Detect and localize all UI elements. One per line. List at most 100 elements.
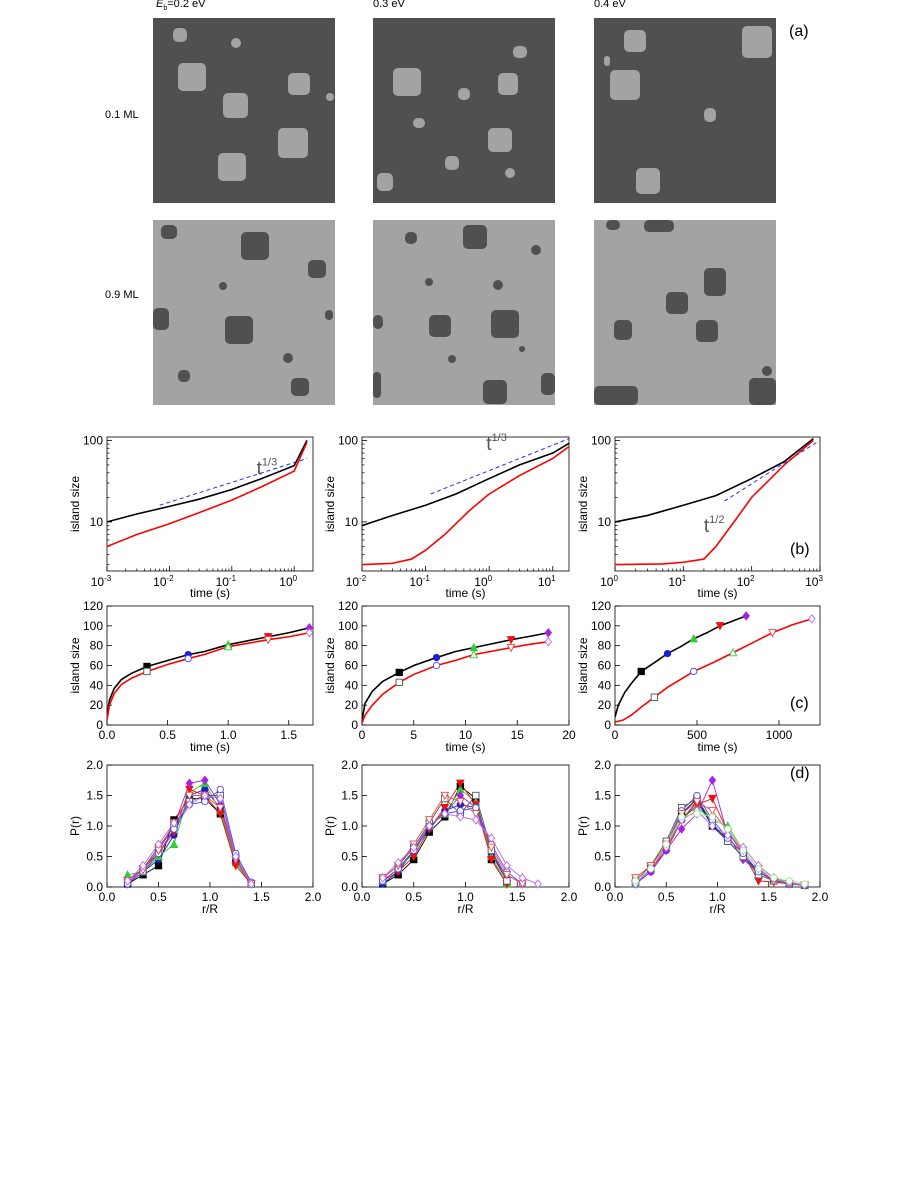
series-line-red: [362, 640, 549, 724]
x-tick-label: 0.0: [99, 728, 116, 742]
y-tick-label: 2.0: [341, 758, 358, 772]
x-tick-exponent: 0: [293, 574, 298, 583]
x-tick-label: 1.5: [509, 890, 526, 904]
distribution-point: [487, 843, 496, 853]
y-tick-label: 60: [90, 659, 104, 673]
y-tick-label: 100: [591, 433, 611, 447]
y-tick-label: 100: [591, 619, 611, 633]
x-tick-label: 10-2: [346, 574, 367, 589]
distribution-point: [708, 794, 717, 804]
morphology-tile-0.2eV-0.9ML: [153, 220, 335, 405]
x-tick-exponent: 1: [682, 574, 687, 583]
distribution-point: [692, 797, 702, 807]
x-tick-label: 1000: [766, 728, 793, 742]
x-axis-label: r/R: [202, 902, 218, 916]
distribution-point: [169, 839, 179, 848]
distribution-point: [647, 865, 655, 873]
distribution-point: [754, 865, 763, 873]
y-tick-label: 0.5: [86, 850, 103, 864]
x-tick-label: 1.5: [253, 890, 270, 904]
y-tick-label: 1.5: [594, 789, 611, 803]
power-law-guide: [159, 457, 308, 506]
distribution-point: [631, 877, 640, 885]
x-tick-label: 103: [805, 574, 823, 589]
distribution-point: [677, 813, 686, 821]
x-tick-label: 10-2: [153, 574, 174, 589]
chart-d1: 0.0 0.5 1.0 1.5 2.0 0.0 0.5 1.0 1.5 2.0 r/R P(r): [68, 758, 322, 916]
distribution-point: [472, 815, 480, 825]
y-tick-label: 0.0: [341, 880, 358, 894]
x-axis-label: r/R: [458, 902, 474, 916]
distribution-point: [201, 775, 209, 785]
y-tick-label: 100: [83, 433, 103, 447]
coverage-marker: [663, 649, 672, 658]
distribution-point: [378, 873, 387, 883]
x-tick-label: 0: [612, 728, 619, 742]
x-tick-label: 5: [410, 728, 417, 742]
y-tick-label: 1.0: [86, 819, 103, 833]
panel-c-label: (c): [790, 695, 809, 712]
coverage-marker: [223, 641, 233, 651]
y-tick-label: 80: [598, 639, 612, 653]
plot-content: [635, 778, 805, 886]
coverage-marker: [263, 636, 273, 645]
coverage-marker: [689, 633, 699, 643]
coverage-marker: [650, 693, 659, 701]
distribution-point: [409, 842, 418, 853]
distribution-point: [518, 873, 527, 883]
coverage-marker: [768, 629, 777, 638]
distribution-point: [503, 860, 511, 871]
y-tick-label: 10: [598, 515, 612, 529]
distribution-point: [800, 880, 809, 888]
y-tick-label: 1.0: [594, 819, 611, 833]
x-tick-label: 2.0: [812, 890, 829, 904]
series-line-black: [362, 442, 569, 527]
distribution-point: [123, 876, 132, 886]
power-law-guide: [724, 441, 818, 502]
x-tick-label: 1.0: [202, 890, 219, 904]
coverage-marker: [506, 636, 516, 645]
distribution-point: [185, 799, 194, 810]
power-law-exponent: 1/2: [709, 514, 724, 526]
plot-frame: [106, 605, 314, 726]
distribution-point: [723, 830, 732, 840]
y-tick-label: 0.0: [594, 880, 611, 894]
morphology-tile-0.4eV-0.9ML: [594, 220, 776, 405]
distribution-point: [425, 821, 434, 831]
x-tick-label: 0.0: [354, 890, 371, 904]
distribution-point: [708, 821, 717, 831]
distribution-point: [693, 791, 701, 800]
x-axis-label: time (s): [446, 740, 486, 754]
coverage-marker: [143, 667, 151, 676]
morphology-tile-0.3eV-0.9ML: [373, 220, 555, 405]
col-header-eb-0.4: 0.4 eV: [594, 0, 626, 10]
distribution-point: [424, 816, 434, 825]
y-tick-label: 120: [338, 599, 358, 613]
distribution-point: [231, 851, 240, 862]
distribution-point: [708, 813, 717, 821]
distribution-point: [185, 791, 194, 801]
y-tick-label: 20: [598, 698, 612, 712]
y-tick-label: 1.0: [341, 819, 358, 833]
panel-d-label: (d): [790, 765, 810, 782]
distribution-point: [215, 804, 225, 813]
plot-content: [615, 438, 818, 566]
series-line-black: [615, 438, 814, 523]
distribution-point: [455, 779, 465, 789]
y-axis-label: island size: [323, 637, 337, 693]
distribution-point: [394, 857, 403, 868]
x-axis-label: time (s): [190, 740, 230, 754]
distribution-point: [440, 791, 450, 801]
col-header-eb-0.3: 0.3 eV: [373, 0, 405, 10]
x-tick-label: 101: [538, 574, 556, 589]
series-line-red: [107, 441, 308, 548]
y-tick-label: 0.5: [341, 850, 358, 864]
distribution-point: [770, 874, 778, 882]
y-axis-label: P(r): [323, 816, 337, 836]
x-tick-exponent: -2: [167, 574, 175, 583]
chart-d3: 0.0 0.5 1.0 1.5 2.0 0.0 0.5 1.0 1.5 2.0 r/R P(r): [576, 758, 829, 916]
distribution-point: [693, 810, 701, 818]
distribution-point: [708, 775, 717, 785]
y-tick-label: 2.0: [86, 758, 103, 772]
